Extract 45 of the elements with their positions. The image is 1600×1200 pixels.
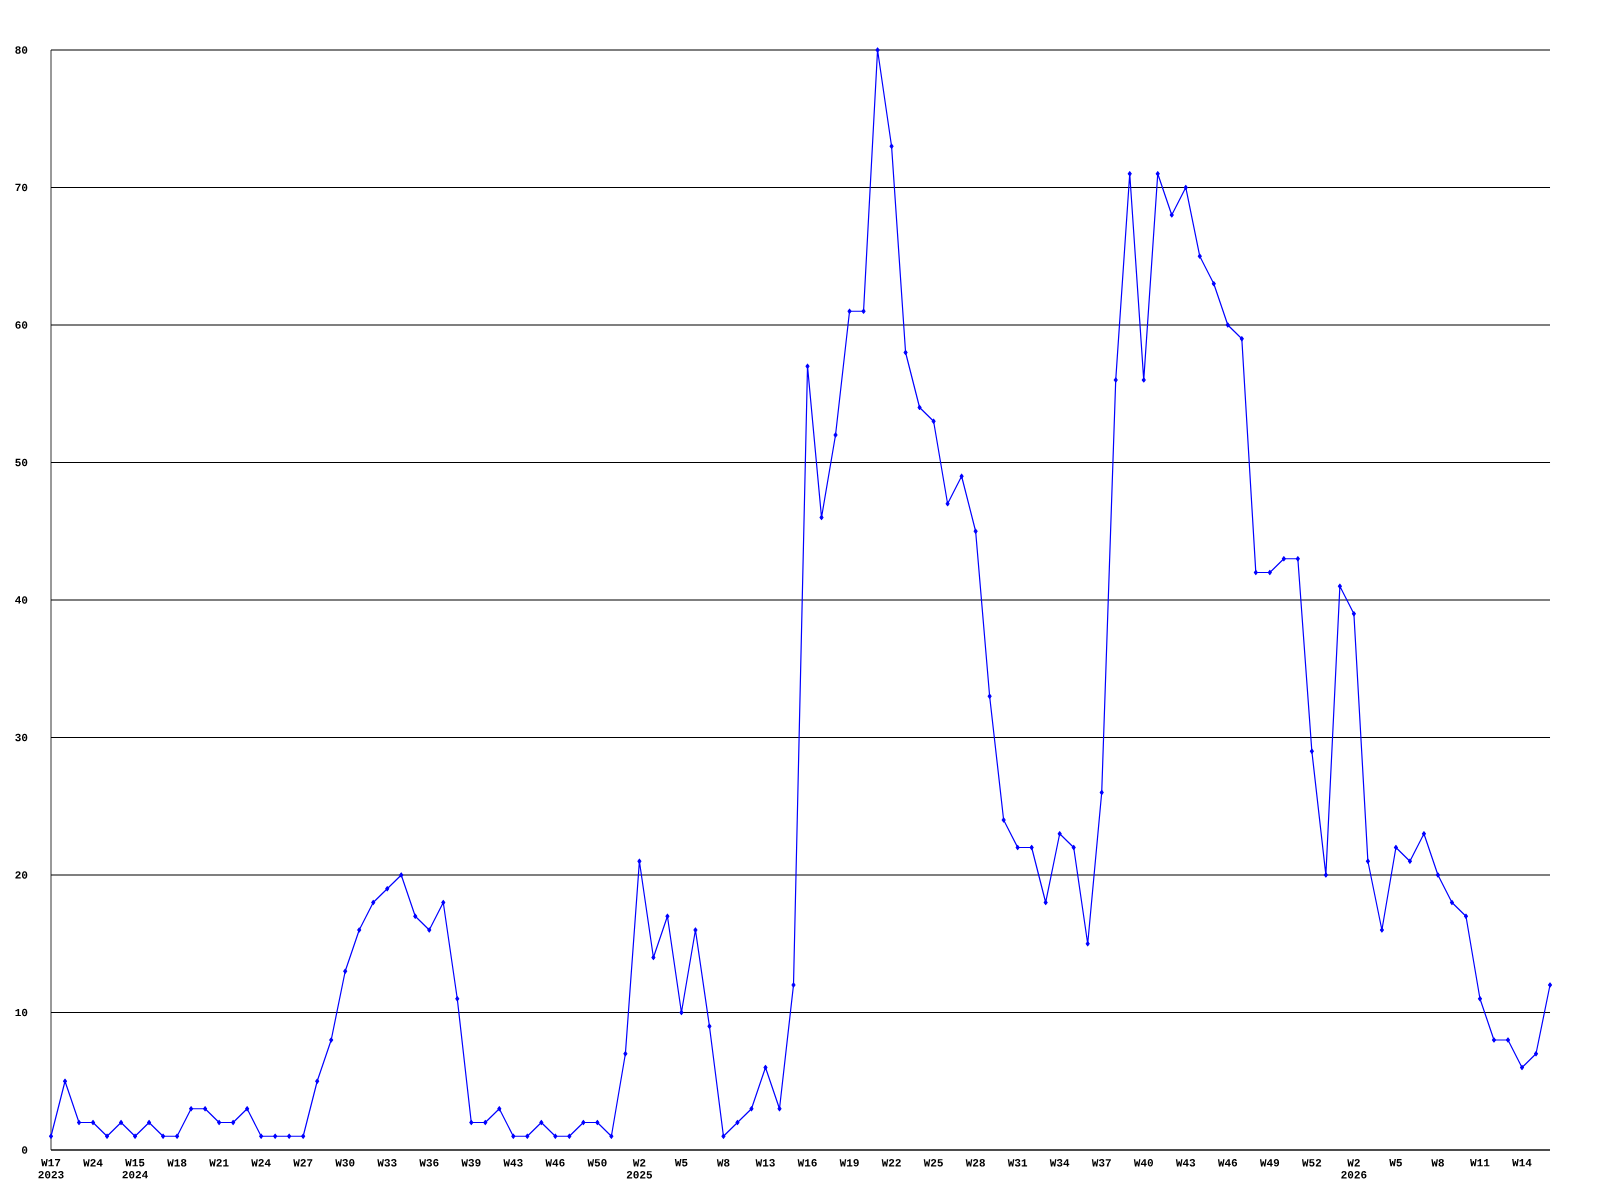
x-tick-label: W24 (251, 1159, 271, 1167)
x-tick-label: W5 (1389, 1159, 1402, 1167)
x-tick-label: W25 (923, 1159, 943, 1167)
x-tick-label: W36 (419, 1159, 439, 1167)
x-tick-label: W15 2024 (122, 1159, 148, 1179)
x-tick-label: W22 (881, 1159, 901, 1167)
x-tick-label: W34 (1049, 1159, 1070, 1167)
x-tick-label: W28 (965, 1159, 985, 1167)
x-tick-label: W40 (1133, 1159, 1153, 1167)
x-tick-label: W43 (1175, 1159, 1196, 1167)
x-tick-label: W24 (83, 1159, 103, 1167)
y-tick-label: 70 (15, 183, 28, 192)
x-tick-label: W52 (1301, 1159, 1322, 1167)
x-tick-label: W14 (1512, 1159, 1532, 1167)
y-tick-label: 80 (15, 46, 28, 54)
x-tick-label: W39 (461, 1159, 481, 1167)
x-tick-label: W11 (1470, 1159, 1490, 1167)
x-tick-label: W2 2025 (626, 1159, 653, 1179)
x-tick-label: W30 (335, 1159, 355, 1167)
x-tick-label: W33 (377, 1159, 397, 1167)
x-tick-label: W43 (503, 1159, 523, 1167)
x-tick-label: W19 (839, 1159, 859, 1167)
y-tick-label: 10 (15, 1008, 28, 1017)
y-tick-label: 20 (15, 871, 28, 879)
x-tick-label: W17 2023 (38, 1159, 64, 1179)
x-tick-label: W13 (755, 1159, 775, 1167)
y-tick-label: 30 (15, 733, 28, 742)
y-tick-label: 60 (15, 321, 28, 329)
x-tick-label: W2 2026 (1341, 1159, 1367, 1179)
y-tick-label: 40 (15, 596, 28, 604)
x-tick-label: W8 (1431, 1159, 1444, 1167)
x-tick-label: W27 (293, 1159, 313, 1167)
x-tick-label: W46 (1217, 1159, 1238, 1167)
x-tick-label: W31 (1007, 1159, 1028, 1167)
x-tick-label: W16 (797, 1159, 817, 1167)
x-tick-label: W50 (587, 1159, 607, 1167)
x-tick-label: W37 (1091, 1159, 1111, 1167)
x-tick-label: W18 (167, 1159, 187, 1167)
x-tick-label: W8 (716, 1159, 730, 1167)
x-tick-label: W46 (545, 1159, 565, 1167)
x-tick-label: W5 (674, 1159, 688, 1167)
y-tick-label: 50 (15, 458, 28, 467)
x-tick-label: W49 (1259, 1159, 1280, 1167)
y-tick-label: 0 (21, 1146, 28, 1154)
x-tick-label: W21 (209, 1159, 229, 1167)
